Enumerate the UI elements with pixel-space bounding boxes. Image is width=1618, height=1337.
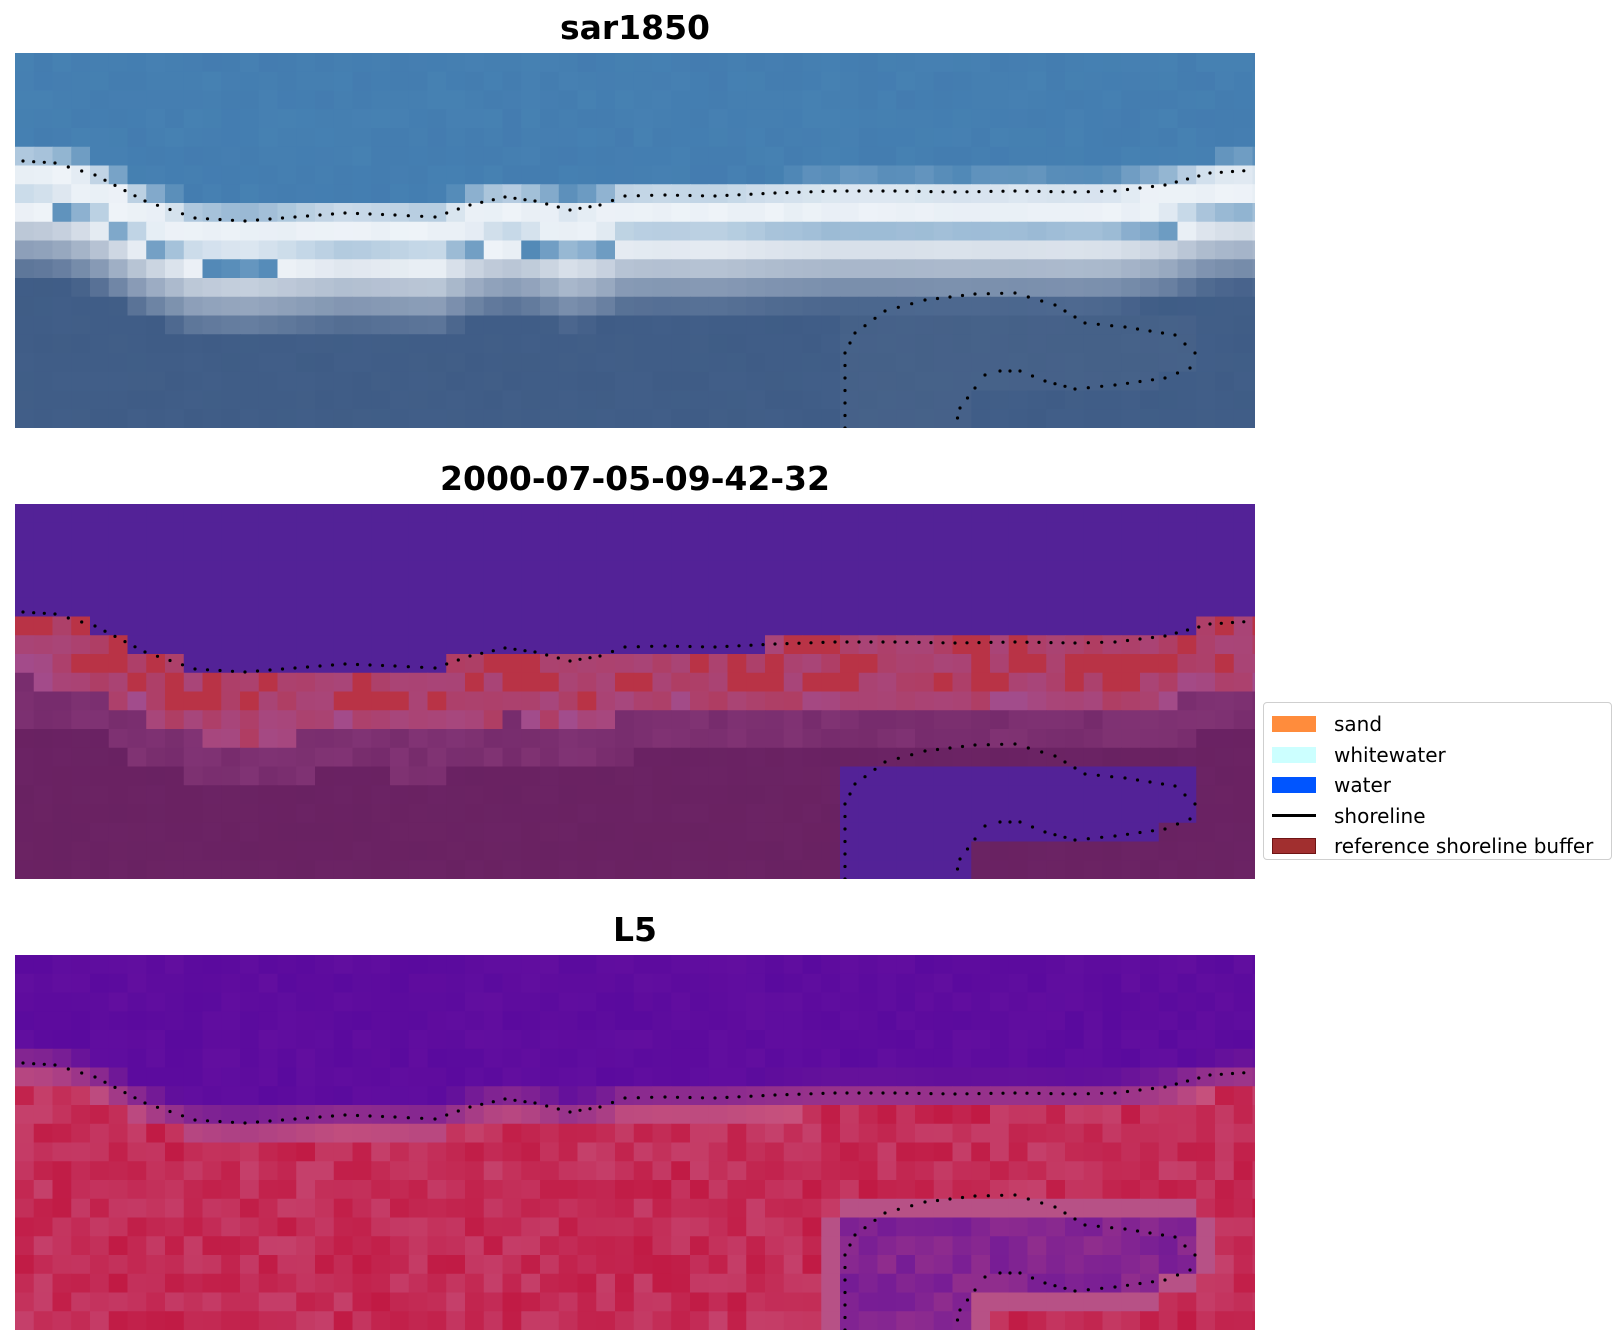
legend-item-sand: sand	[1272, 709, 1603, 740]
classified-image	[15, 504, 1255, 879]
legend-swatch-whitewater	[1272, 746, 1316, 763]
legend-label-sand: sand	[1334, 712, 1383, 737]
panel-title-classified: 2000-07-05-09-42-32	[440, 459, 830, 498]
legend-item-water: water	[1272, 770, 1603, 801]
legend-item-shoreline: shoreline	[1272, 801, 1603, 832]
index-pixel-grid	[15, 955, 1255, 1330]
classified-pixel-grid	[15, 504, 1255, 879]
legend-label-whitewater: whitewater	[1334, 742, 1446, 767]
rgb-image	[15, 53, 1255, 428]
legend-swatch-sand	[1272, 716, 1316, 733]
legend-label-reference-buffer: reference shoreline buffer	[1334, 834, 1594, 859]
panel-title-rgb: sar1850	[559, 8, 711, 47]
water-index-image	[15, 955, 1255, 1330]
legend-label-water: water	[1334, 773, 1391, 798]
shoreline-line	[21, 1061, 1246, 1330]
legend: sand whitewater water shoreline referenc…	[1263, 702, 1612, 860]
legend-swatch-shoreline	[1272, 814, 1316, 818]
legend-swatch-water	[1272, 777, 1316, 794]
legend-item-whitewater: whitewater	[1272, 740, 1603, 771]
shoreline-line	[21, 610, 1246, 879]
panel-title-index: L5	[613, 910, 657, 949]
legend-swatch-reference-buffer	[1272, 838, 1316, 855]
legend-label-shoreline: shoreline	[1334, 803, 1426, 828]
legend-item-reference-buffer: reference shoreline buffer	[1272, 831, 1603, 862]
rgb-pixel-grid	[15, 53, 1255, 428]
shoreline-line	[21, 159, 1246, 428]
